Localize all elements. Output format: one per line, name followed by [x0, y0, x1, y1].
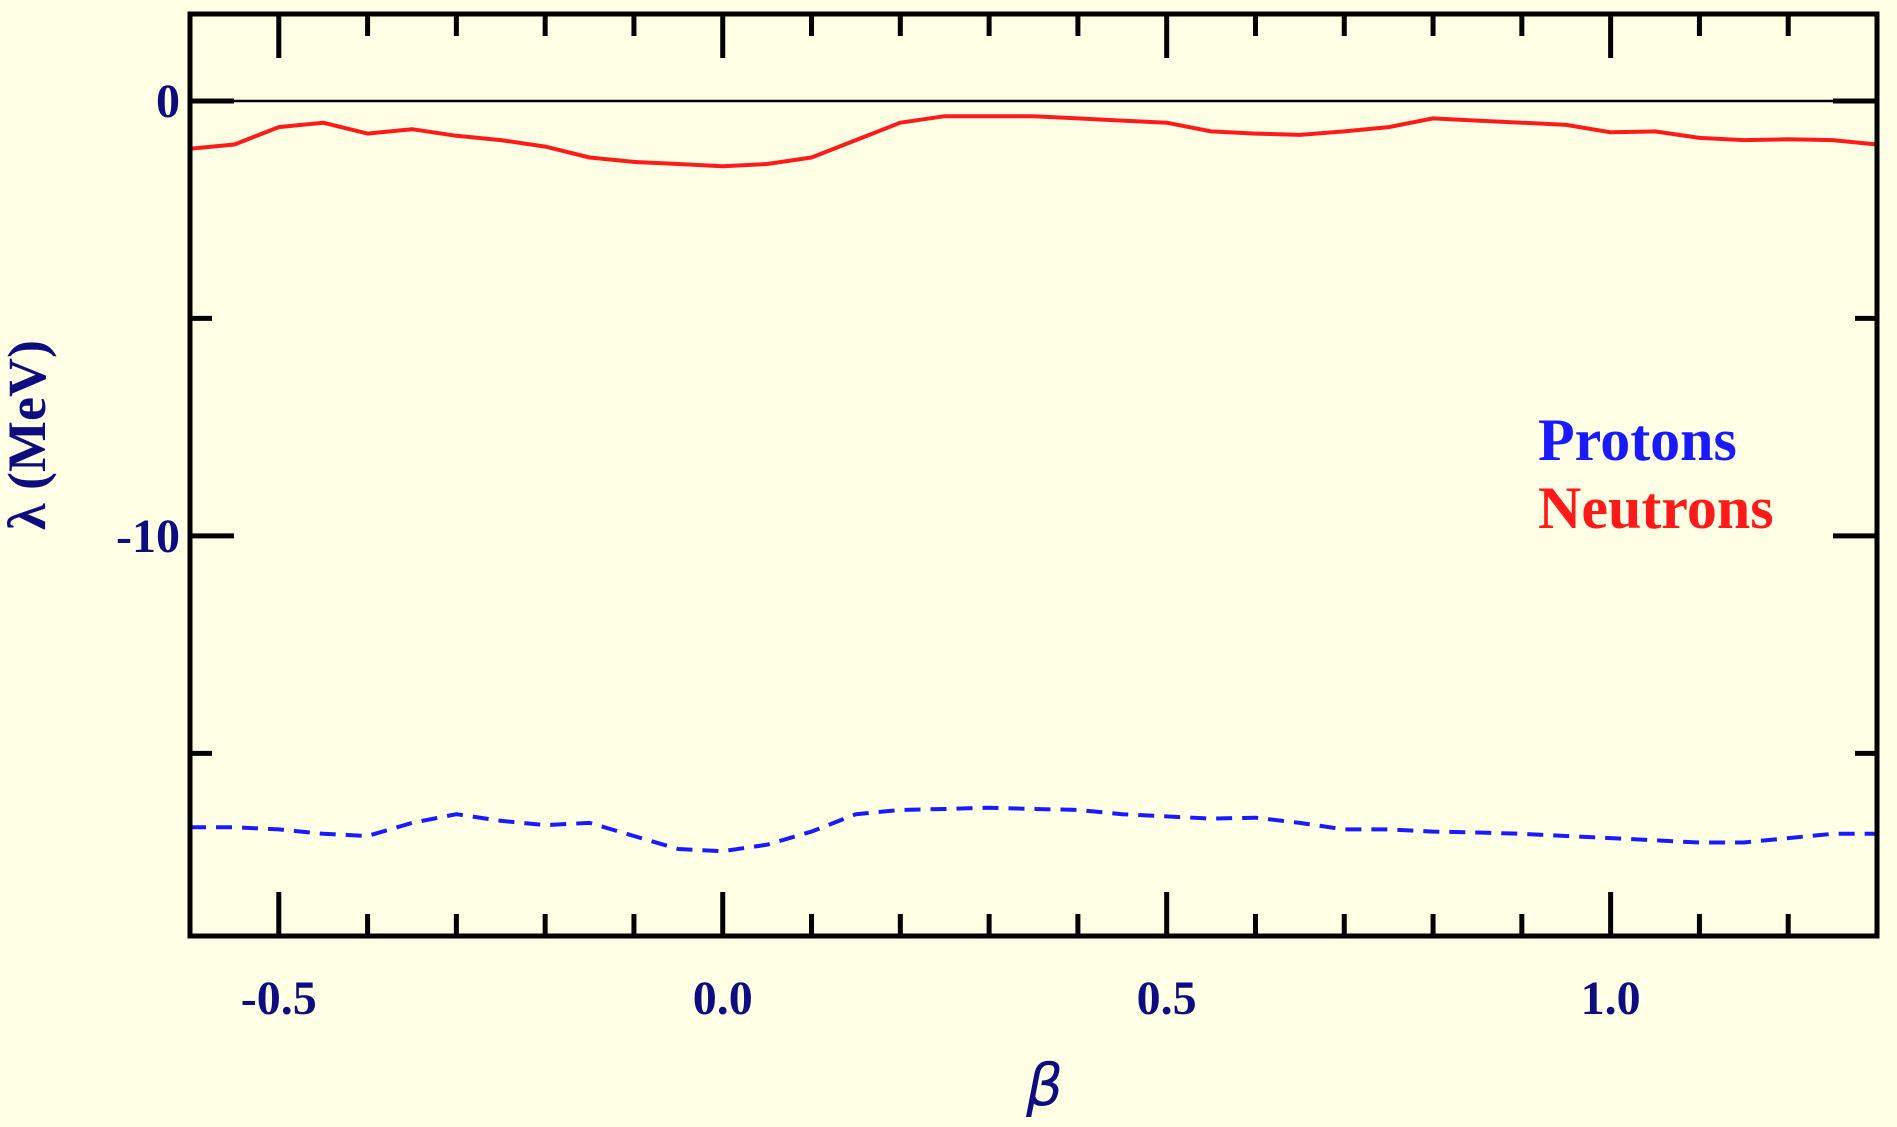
legend-protons: Protons — [1538, 407, 1737, 473]
x-tick-label: 0.0 — [693, 972, 753, 1025]
x-tick-label: 0.5 — [1137, 972, 1197, 1025]
y-axis-label: λ (MeV) — [0, 340, 57, 530]
y-tick-label: 0 — [156, 75, 180, 128]
series-layer — [189, 114, 1878, 854]
legend-neutrons: Neutrons — [1538, 475, 1774, 541]
x-tick-label: -0.5 — [241, 972, 317, 1025]
y-tick-label: -10 — [116, 510, 180, 563]
x-tick-label: 1.0 — [1581, 972, 1641, 1025]
series-line-neutrons — [189, 114, 1878, 169]
labels-layer: -0.5 0.0 0.5 1.0 0 -10 — [116, 75, 1641, 1025]
plot-frame — [187, 11, 1880, 939]
x-axis-label: β — [1025, 1051, 1063, 1119]
